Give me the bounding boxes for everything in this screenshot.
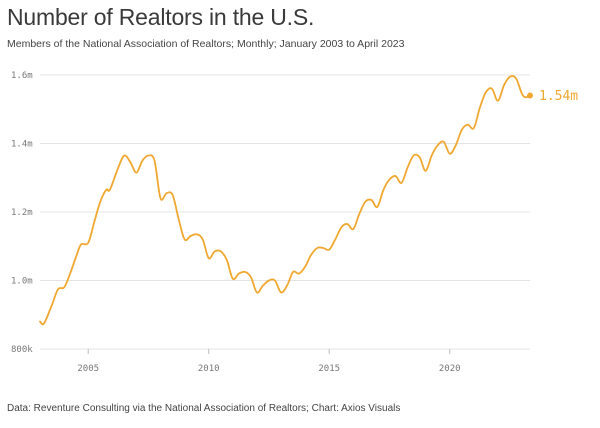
end-value-label: 1.54m (539, 89, 578, 104)
x-tick-label: 2005 (77, 364, 99, 374)
source-note: Data: Reventure Consulting via the Natio… (7, 403, 401, 414)
chart-subtitle: Members of the National Association of R… (7, 38, 405, 50)
y-tick-label: 1.6m (11, 71, 33, 81)
x-tick-label: 2010 (198, 364, 220, 374)
y-tick-label: 1.4m (11, 140, 33, 150)
y-tick-label: 1.2m (11, 208, 33, 218)
realtors-series-line (39, 75, 531, 326)
chart-title: Number of Realtors in the U.S. (7, 4, 315, 30)
line-chart: 800k 1.0m 1.2m 1.4m 1.6m 2005 2010 2015 2020 1.5… (11, 71, 578, 374)
y-tick-label: 800k (11, 345, 33, 355)
x-tick-label: 2015 (318, 364, 340, 374)
x-tick-label: 2020 (439, 364, 461, 374)
end-point-marker (527, 92, 533, 99)
y-tick-label: 1.0m (11, 277, 33, 287)
